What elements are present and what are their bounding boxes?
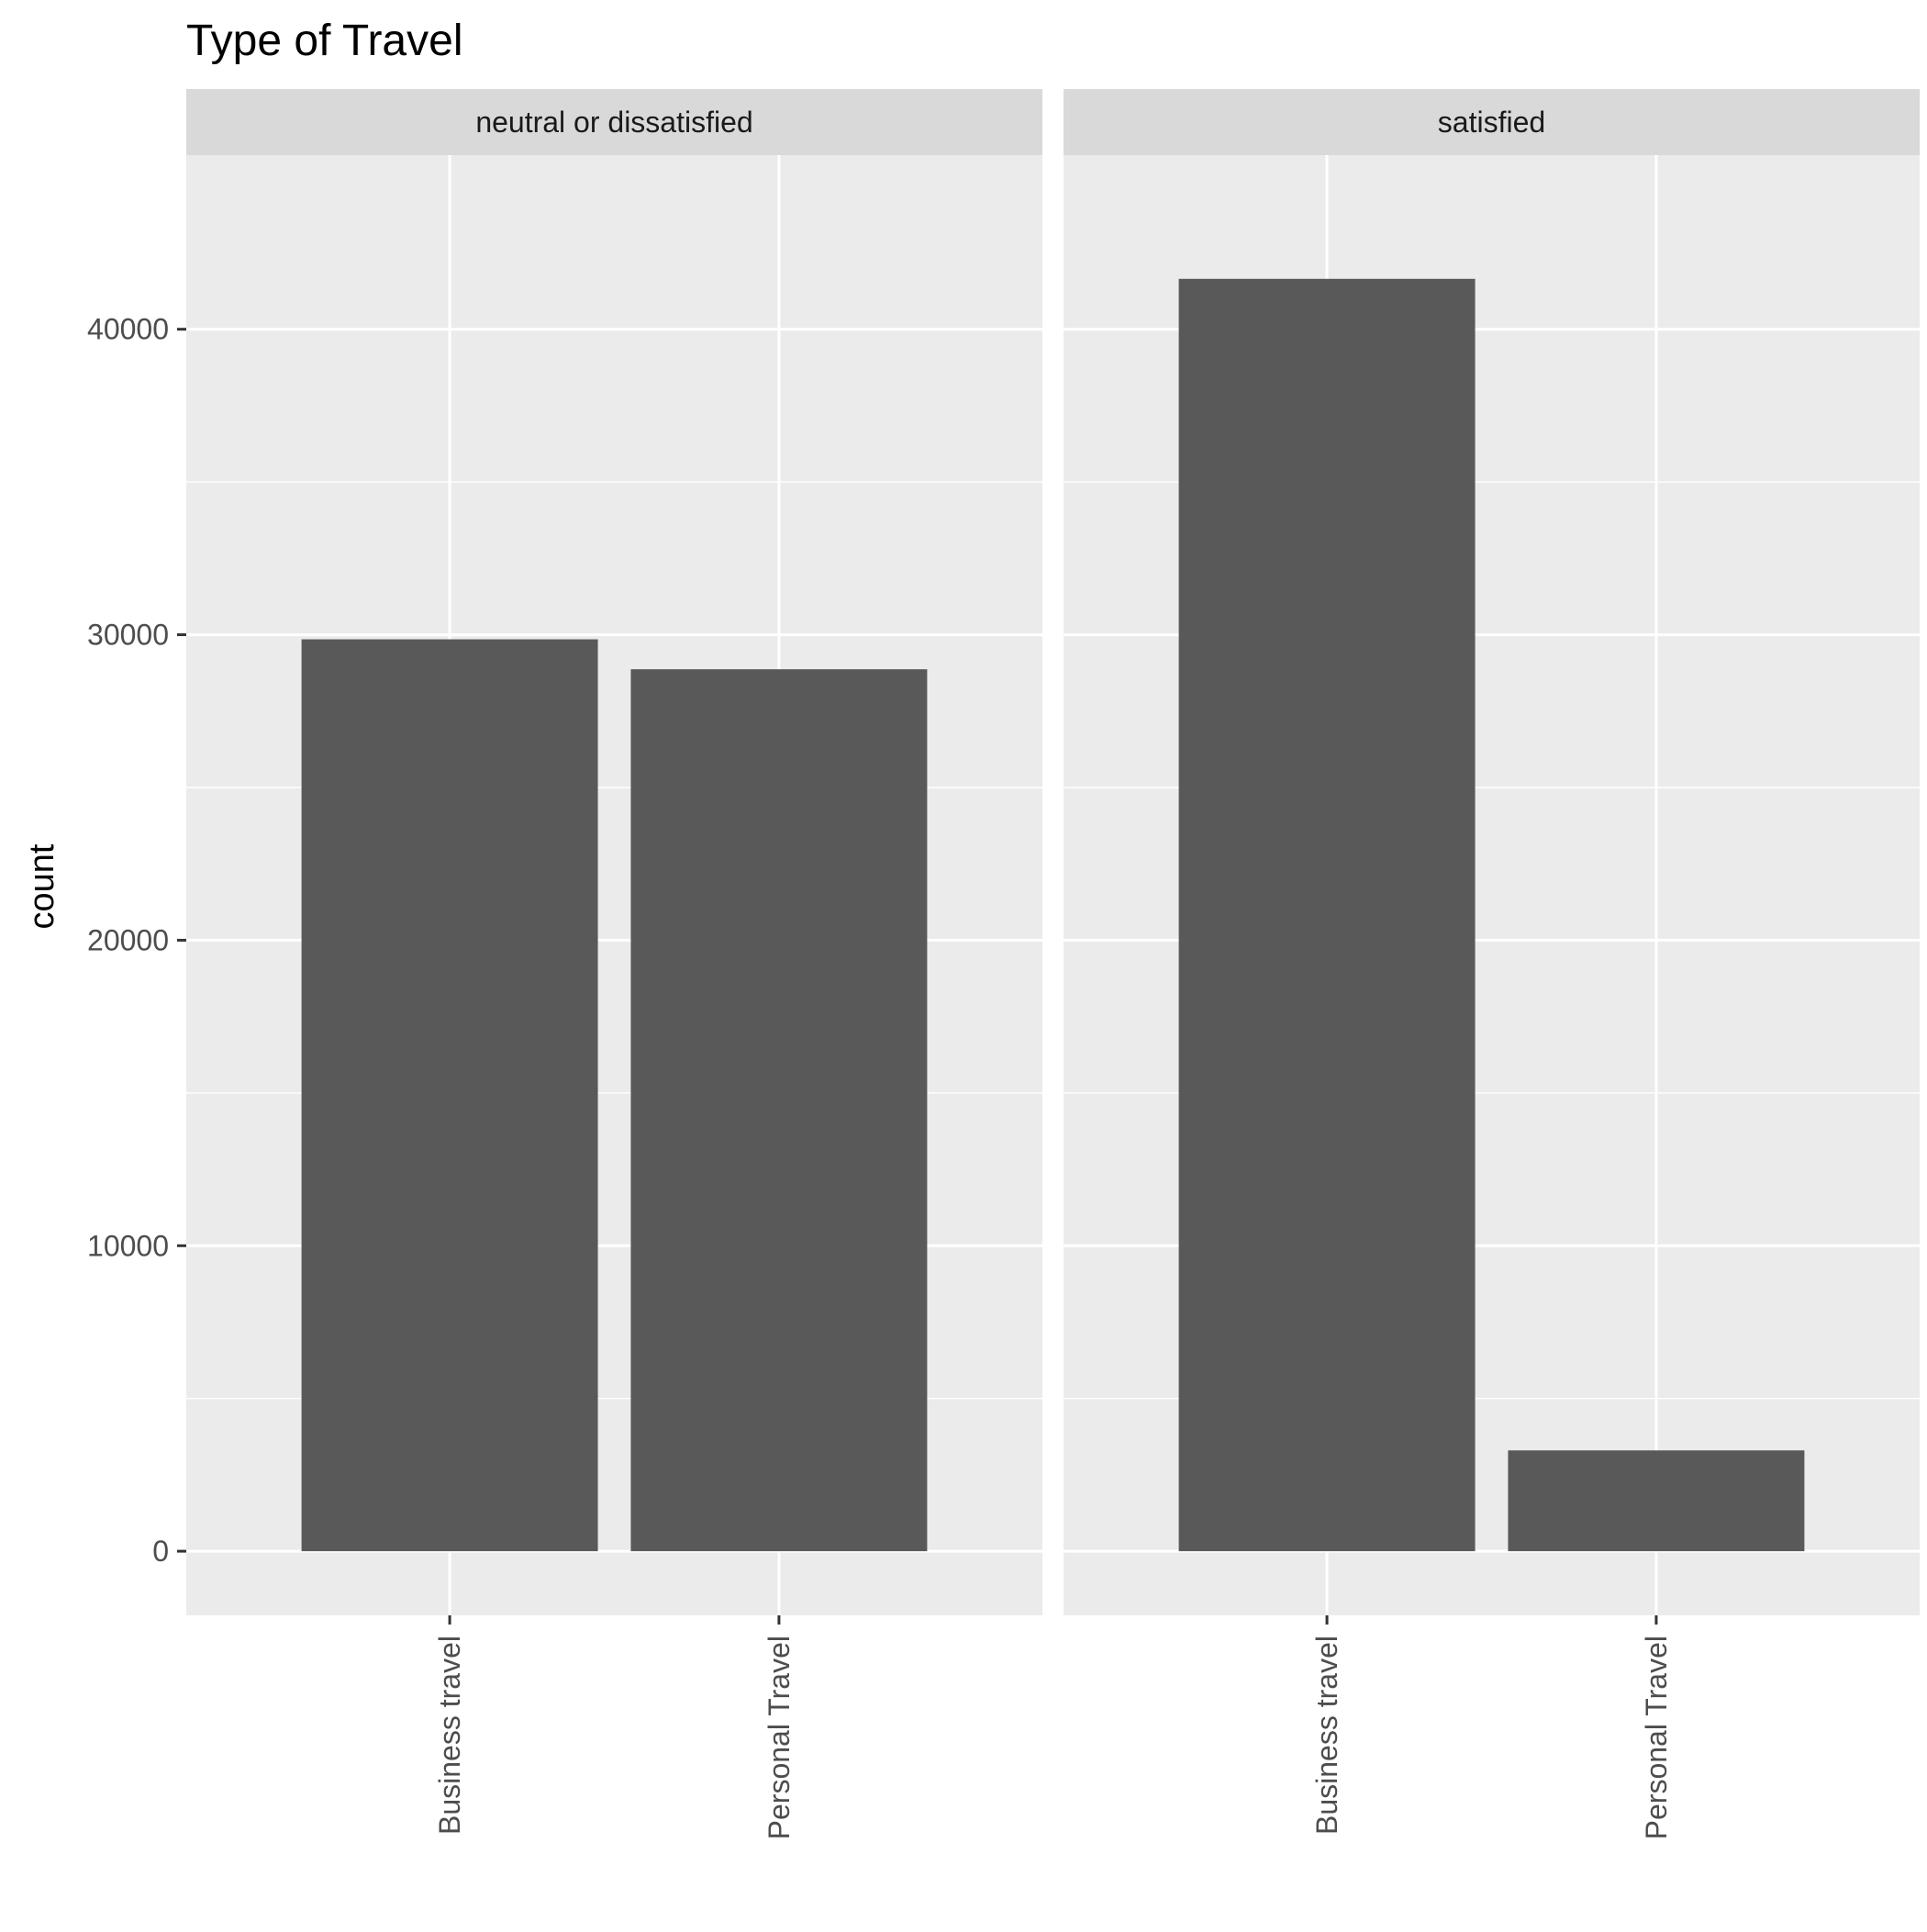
y-axis-label: count [23,843,61,929]
facet-strip [1064,89,1920,155]
x-tick-label: Business travel [1310,1636,1343,1835]
facet-strip-label: satisfied [1438,106,1545,139]
x-tick-label: Personal Travel [763,1636,796,1839]
y-tick-label: 40000 [87,313,169,346]
y-tick-label: 20000 [87,923,169,956]
facet-strip [186,89,1042,155]
facets: neutral or dissatisfied Business travel Pe… [186,89,1920,1839]
y-tick-label: 0 [152,1535,169,1568]
facet-panel: neutral or dissatisfied Business travel Pe… [186,89,1042,1839]
x-tick-label: Personal Travel [1640,1636,1673,1839]
chart-title: Type of Travel [186,17,462,65]
bar [630,669,928,1552]
y-axis: 0 10000 20000 30000 40000 [87,313,186,1568]
bar [301,639,598,1552]
bar [1178,278,1476,1552]
x-tick-label: Business travel [433,1636,466,1835]
y-tick-label: 30000 [87,619,169,652]
facet-strip-label: neutral or dissatisfied [475,106,752,139]
bar [1508,1450,1805,1552]
y-tick-label: 10000 [87,1229,169,1262]
facet-panel: satisfied Business travel Personal Travel [1064,89,1920,1839]
